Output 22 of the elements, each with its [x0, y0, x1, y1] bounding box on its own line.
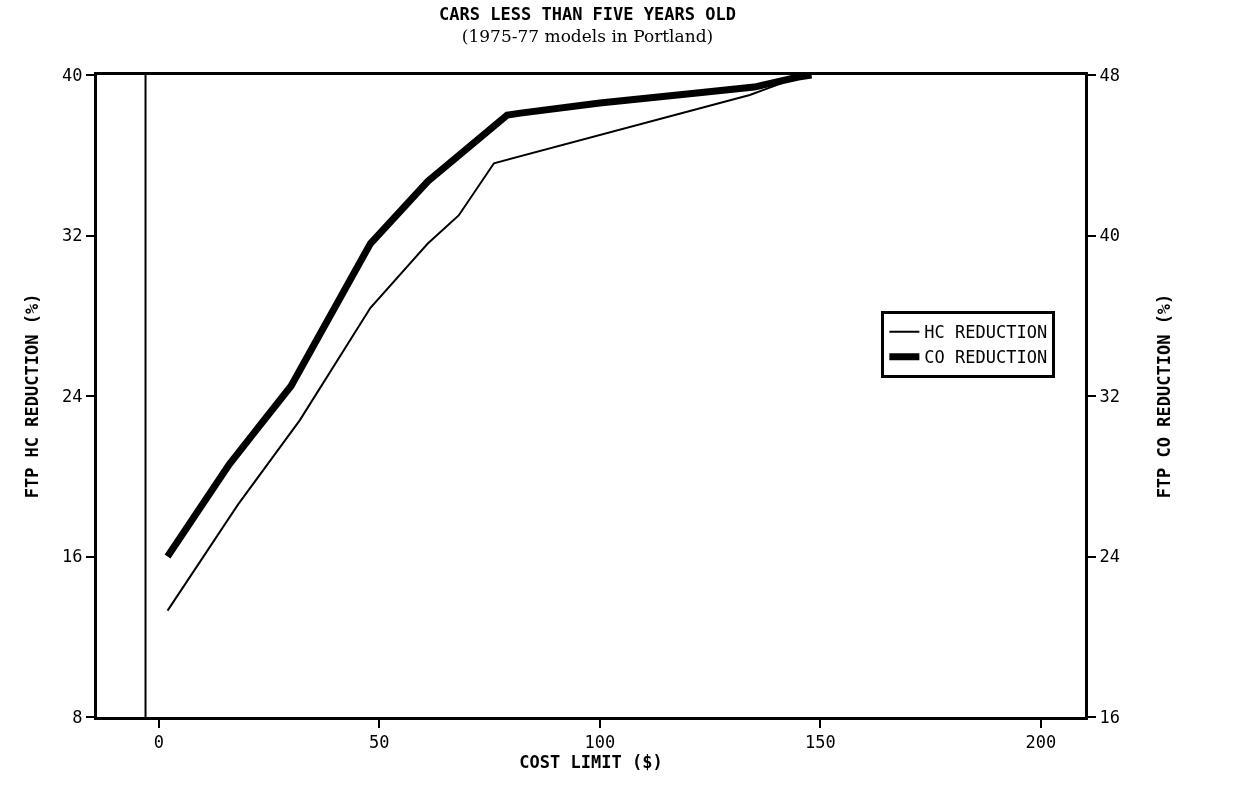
y2-tick-label: 24: [1099, 546, 1120, 567]
y2-tick-label: 32: [1099, 385, 1120, 406]
x-tick-label: 100: [584, 732, 616, 753]
y-tick-label: 40: [62, 64, 83, 85]
x-tick-label: 0: [153, 732, 164, 753]
x-tick-label: 150: [805, 732, 836, 753]
legend-label: CO REDUCTION: [924, 347, 1048, 368]
y-tick-label: 16: [62, 546, 83, 567]
y2-tick-label: 16: [1099, 706, 1120, 727]
y2-tick-label: 48: [1099, 64, 1120, 85]
y-tick-label: 24: [62, 385, 83, 406]
y-axis-title: FTP HC REDUCTION (%): [21, 293, 42, 499]
chart-subtitle: (1975-77 models in Portland): [461, 26, 714, 47]
y2-tick-label: 40: [1099, 225, 1120, 246]
x-tick-label: 50: [369, 732, 390, 753]
y-tick-label: 8: [72, 706, 83, 727]
y-tick-label: 32: [62, 225, 83, 246]
chart-title: CARS LESS THAN FIVE YEARS OLD: [439, 4, 736, 25]
legend-label: HC REDUCTION: [924, 322, 1048, 343]
x-tick-label: 200: [1025, 732, 1057, 753]
y2-axis-title: FTP CO REDUCTION (%): [1154, 293, 1175, 499]
x-axis-title: COST LIMIT ($): [519, 752, 663, 773]
